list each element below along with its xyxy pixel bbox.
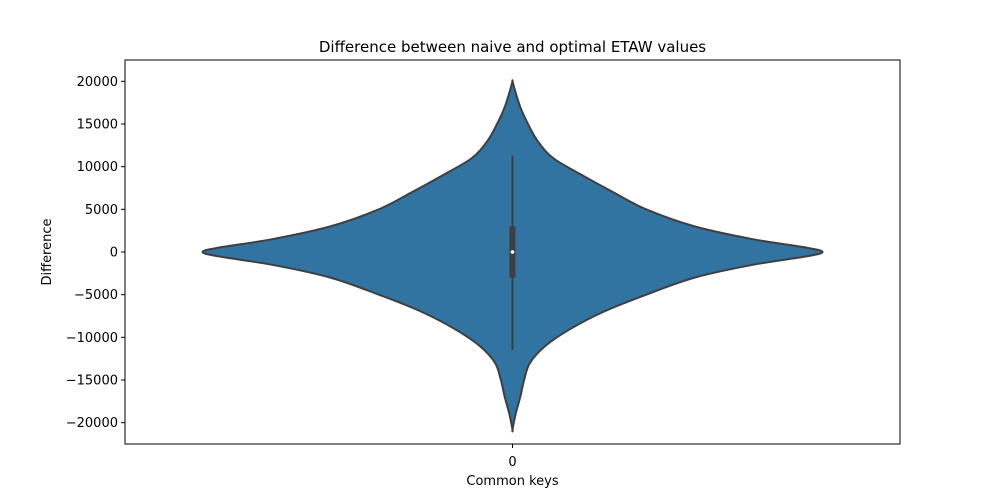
plot-area (201, 79, 824, 433)
chart-title: Difference between naive and optimal ETA… (319, 38, 706, 56)
y-tick-label: 5000 (85, 203, 118, 218)
y-tick-label: 15000 (77, 118, 118, 133)
x-axis-label: Common keys (466, 474, 558, 489)
axes-frame (124, 59, 901, 445)
y-tick-label: −10000 (66, 331, 118, 346)
violin-median-point (510, 250, 515, 254)
y-axis-ticks: 20000 15000 10000 5000 0 −5000 −10000 −15000 −20… (66, 75, 125, 431)
y-tick-label: 0 (110, 246, 118, 261)
y-tick-label: −20000 (66, 416, 118, 431)
x-tick-label: 0 (508, 455, 516, 470)
y-tick-label: −5000 (74, 288, 118, 303)
x-axis-ticks: 0 (508, 444, 517, 470)
y-tick-label: −15000 (66, 374, 118, 389)
y-axis-label: Difference (40, 218, 55, 285)
y-tick-label: 20000 (77, 75, 118, 90)
y-tick-label: 10000 (77, 160, 118, 175)
